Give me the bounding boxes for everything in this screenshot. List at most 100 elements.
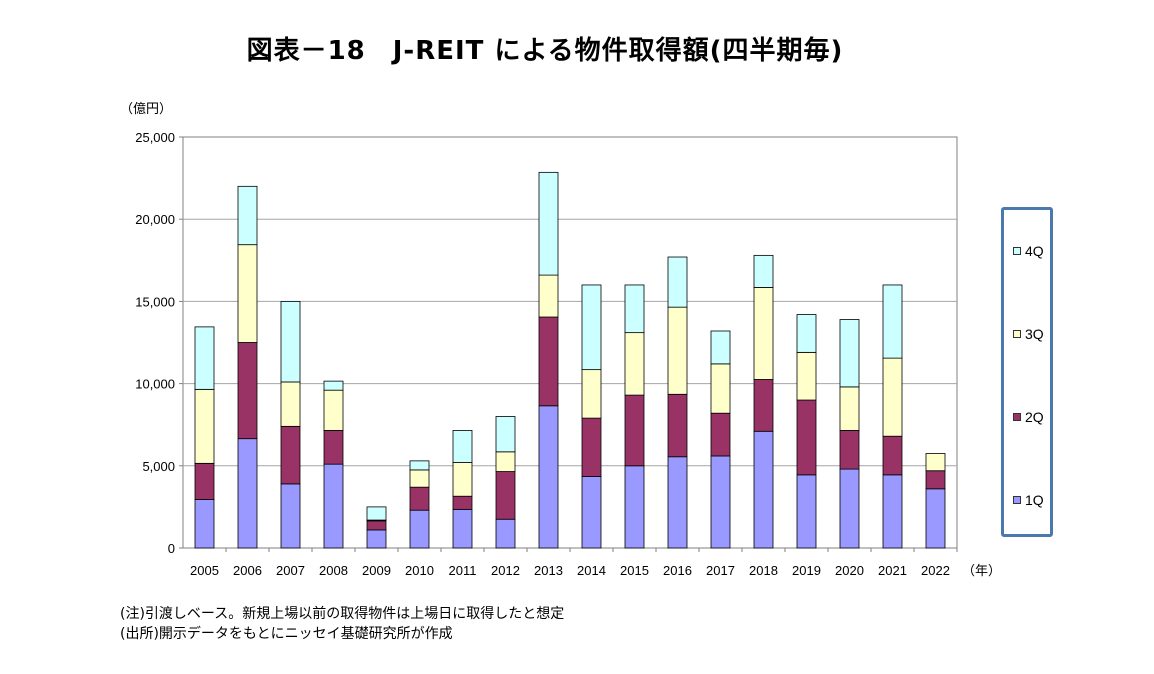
bar-4Q <box>538 171 559 276</box>
bar-4Q <box>753 254 774 288</box>
bar-4Q <box>452 430 473 463</box>
bar-3Q <box>452 462 473 497</box>
x-axis-unit-label: （年） <box>962 564 1001 579</box>
bar-2Q <box>452 495 473 510</box>
legend-swatch <box>1013 330 1021 338</box>
x-tick-label: 2009 <box>362 563 391 578</box>
legend: 4Q 3Q 2Q 1Q <box>1001 207 1053 537</box>
bar-3Q <box>538 274 559 318</box>
bar-1Q <box>882 474 903 549</box>
chart-source: (出所)開示データをもとにニッセイ基礎研究所が作成 <box>120 626 453 642</box>
bar-3Q <box>323 389 344 431</box>
bar-3Q <box>280 381 301 427</box>
bar-1Q <box>753 430 774 549</box>
bar-4Q <box>581 284 602 371</box>
legend-item-3Q: 3Q <box>1013 326 1044 342</box>
y-tick-label: 5,000 <box>142 459 175 474</box>
bar-4Q <box>796 314 817 353</box>
bar-2Q <box>581 417 602 477</box>
x-tick-label: 2014 <box>577 563 606 578</box>
bar-2Q <box>237 342 258 440</box>
bar-1Q <box>624 465 645 549</box>
bar-3Q <box>839 386 860 431</box>
bar-1Q <box>710 455 731 549</box>
legend-swatch <box>1013 496 1021 504</box>
bar-3Q <box>710 363 731 414</box>
bar-4Q <box>237 185 258 246</box>
bar-2Q <box>323 430 344 465</box>
bar-2Q <box>667 393 688 458</box>
bar-3Q <box>667 306 688 395</box>
bar-2Q <box>538 316 559 407</box>
bar-2Q <box>366 520 387 531</box>
bar-1Q <box>366 529 387 549</box>
bar-2Q <box>710 412 731 457</box>
bar-1Q <box>409 509 430 549</box>
legend-label: 4Q <box>1025 243 1044 259</box>
x-tick-label: 2012 <box>491 563 520 578</box>
x-tick-label: 2011 <box>449 563 477 578</box>
bar-3Q <box>882 357 903 437</box>
bar-2Q <box>409 486 430 511</box>
bar-3Q <box>753 287 774 380</box>
legend-swatch <box>1013 413 1021 421</box>
bar-4Q <box>280 300 301 383</box>
bar-3Q <box>194 388 215 464</box>
legend-item-2Q: 2Q <box>1013 409 1044 425</box>
y-tick-label: 15,000 <box>135 294 175 309</box>
bar-1Q <box>452 508 473 549</box>
x-tick-label: 2007 <box>276 563 305 578</box>
bar-2Q <box>839 430 860 470</box>
x-tick-label: 2018 <box>749 563 778 578</box>
x-tick-label: 2015 <box>620 563 649 578</box>
x-tick-label: 2017 <box>706 563 735 578</box>
y-tick-label: 10,000 <box>135 377 175 392</box>
bar-4Q <box>710 330 731 365</box>
bar-3Q <box>495 451 516 472</box>
legend-item-1Q: 1Q <box>1013 492 1044 508</box>
x-axis-ticks: 2005 2006 2007 2008 2009 2010 2011 2012 2013 2014… <box>190 548 958 578</box>
x-tick-label: 2020 <box>835 563 864 578</box>
grid-lines <box>183 218 957 467</box>
bar-2Q <box>280 425 301 485</box>
plot-area <box>182 136 958 549</box>
bar-4Q <box>323 380 344 391</box>
bar-1Q <box>839 468 860 549</box>
bar-4Q <box>194 326 215 390</box>
bar-4Q <box>366 506 387 521</box>
bar-1Q <box>796 474 817 549</box>
bar-3Q <box>925 453 946 472</box>
x-tick-label: 2006 <box>233 563 262 578</box>
bar-3Q <box>796 351 817 401</box>
y-axis-unit-label: （億円） <box>120 101 172 117</box>
x-tick-label: 2013 <box>534 563 563 578</box>
bar-2Q <box>796 399 817 476</box>
x-tick-label: 2008 <box>319 563 348 578</box>
legend-label: 1Q <box>1025 492 1044 508</box>
bar-2Q <box>882 435 903 476</box>
bar-4Q <box>882 284 903 359</box>
bar-4Q <box>409 460 430 471</box>
chart-title: 図表－18 J-REIT による物件取得額(四半期毎) <box>246 36 844 66</box>
y-tick-label: 25,000 <box>135 130 175 145</box>
legend-label: 2Q <box>1025 409 1044 425</box>
bar-1Q <box>194 499 215 549</box>
bar-1Q <box>538 405 559 549</box>
bar-1Q <box>280 483 301 549</box>
bar-3Q <box>624 332 645 396</box>
x-tick-label: 2005 <box>190 563 219 578</box>
x-tick-label: 2016 <box>663 563 692 578</box>
bar-3Q <box>581 369 602 419</box>
bar-3Q <box>237 244 258 343</box>
bar-2Q <box>925 470 946 490</box>
bar-4Q <box>839 319 860 388</box>
legend-item-4Q: 4Q <box>1013 243 1044 259</box>
y-tick-label: 0 <box>168 541 175 556</box>
legend-label: 3Q <box>1025 326 1044 342</box>
bar-2Q <box>753 379 774 432</box>
bar-1Q <box>581 476 602 549</box>
bar-1Q <box>495 518 516 549</box>
bar-4Q <box>495 416 516 453</box>
bar-3Q <box>409 469 430 488</box>
